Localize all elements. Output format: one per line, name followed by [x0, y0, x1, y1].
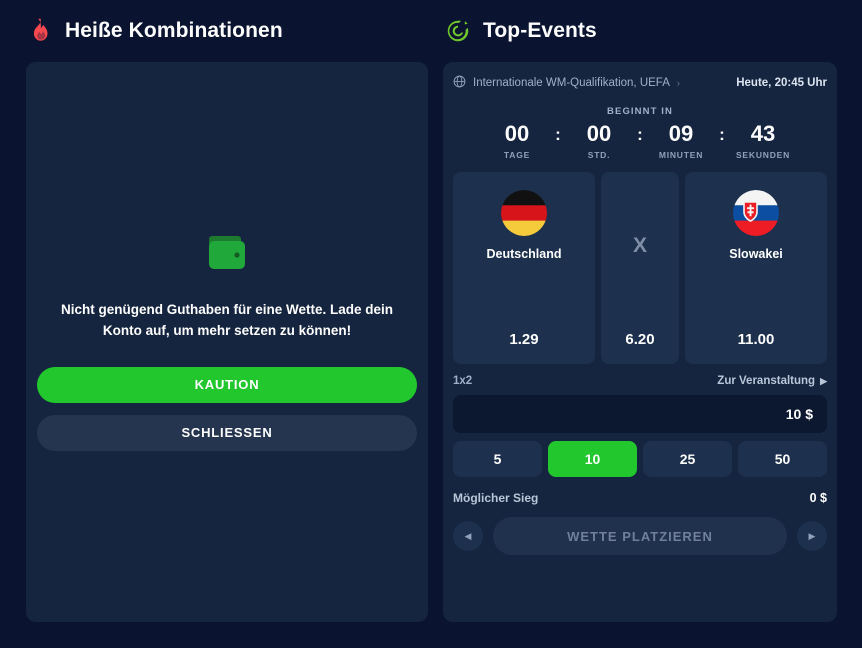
top-events-column: Top-Events Internationale WM-Qualifikati… — [440, 0, 862, 648]
quick-stake-25[interactable]: 25 — [643, 441, 732, 477]
go-to-event-link[interactable]: Zur Veranstaltung ▶ — [717, 375, 827, 387]
close-button[interactable]: SCHLIESSEN — [37, 414, 417, 451]
flame-icon — [26, 17, 54, 45]
flag-slovakia-icon — [733, 190, 779, 236]
market-name: 1x2 — [453, 375, 473, 387]
possible-win-amount: 0 — [809, 491, 817, 505]
countdown-days-value: 00 — [504, 121, 530, 146]
draw-odds: 6.20 — [625, 331, 655, 348]
quick-stake-row: 5 10 25 50 — [453, 441, 827, 477]
possible-win-currency: $ — [820, 491, 827, 505]
countdown-days-label: TAGE — [503, 150, 531, 160]
hot-combos-card: Nicht genügend Guthaben für eine Wette. … — [26, 62, 428, 622]
chevron-right-icon: › — [676, 78, 680, 88]
possible-win-label: Möglicher Sieg — [453, 491, 539, 505]
top-event-card: Internationale WM-Qualifikation, UEFA › … — [443, 62, 837, 622]
outcome-draw[interactable]: X 6.20 — [601, 172, 679, 364]
quick-stake-50[interactable]: 50 — [738, 441, 827, 477]
away-odds: 11.00 — [737, 331, 775, 348]
countdown-minutes: 09 MINUTEN — [645, 121, 717, 161]
countdown-separator: : — [637, 125, 643, 144]
league-info[interactable]: Internationale WM-Qualifikation, UEFA › — [453, 75, 736, 91]
hot-combos-header: Heiße Kombinationen — [0, 0, 440, 62]
countdown-seconds: 43 SEKUNDEN — [727, 121, 799, 161]
bet-footer: ◀ WETTE PLATZIEREN ▶ — [453, 517, 827, 555]
place-bet-button[interactable]: WETTE PLATZIEREN — [493, 517, 787, 555]
play-arrow-icon: ▶ — [820, 375, 827, 386]
countdown-hours-label: STD. — [587, 150, 611, 160]
home-odds: 1.29 — [509, 331, 539, 348]
outcome-home[interactable]: Deutschland 1.29 — [453, 172, 595, 364]
possible-win-row: Möglicher Sieg 0 $ — [453, 491, 827, 505]
stake-input[interactable] — [453, 395, 827, 433]
countdown-separator: : — [719, 125, 725, 144]
wallet-icon — [205, 234, 249, 277]
countdown-hours: 00 STD. — [563, 121, 635, 161]
countdown-minutes-value: 09 — [668, 121, 694, 146]
market-row: 1x2 Zur Veranstaltung ▶ — [453, 375, 827, 387]
top-events-title: Top-Events — [483, 19, 597, 42]
outcomes-row: Deutschland 1.29 X 6.20 — [453, 172, 827, 364]
away-team-name: Slowakei — [729, 247, 783, 261]
hot-combos-title: Heiße Kombinationen — [65, 19, 283, 42]
countdown-days: 00 TAGE — [481, 121, 553, 161]
event-time: Heute, 20:45 Uhr — [736, 77, 827, 89]
countdown-label: BEGINNT IN — [607, 106, 673, 117]
quick-stake-10[interactable]: 10 — [548, 441, 637, 477]
draw-symbol: X — [632, 234, 647, 257]
deposit-button[interactable]: KAUTION — [37, 366, 417, 403]
league-row[interactable]: Internationale WM-Qualifikation, UEFA › … — [453, 72, 827, 94]
flag-germany-icon — [501, 190, 547, 236]
chevron-right-icon[interactable]: ▶ — [797, 521, 827, 551]
outcome-away[interactable]: Slowakei 11.00 — [685, 172, 827, 364]
chevron-left-icon[interactable]: ◀ — [453, 521, 483, 551]
quick-stake-5[interactable]: 5 — [453, 441, 542, 477]
possible-win-value: 0 $ — [810, 491, 827, 505]
home-team-name: Deutschland — [486, 247, 562, 261]
target-icon — [444, 17, 472, 45]
countdown-hours-value: 00 — [586, 121, 612, 146]
top-events-header: Top-Events — [440, 0, 862, 62]
countdown-seconds-value: 43 — [750, 121, 776, 146]
hot-combos-column: Heiße Kombinationen Nicht genügend Gutha… — [0, 0, 440, 622]
go-to-event-label: Zur Veranstaltung — [717, 375, 816, 387]
countdown-timer: 00 TAGE : 00 STD. : 09 MINUTEN : 43 SEKU… — [453, 121, 827, 161]
league-name: Internationale WM-Qualifikation, UEFA — [473, 77, 670, 89]
countdown-minutes-label: MINUTEN — [658, 150, 704, 160]
countdown-seconds-label: SEKUNDEN — [735, 150, 791, 160]
countdown-separator: : — [555, 125, 561, 144]
insufficient-balance-message: Nicht genügend Guthaben für eine Wette. … — [60, 301, 394, 338]
globe-icon — [453, 75, 466, 91]
